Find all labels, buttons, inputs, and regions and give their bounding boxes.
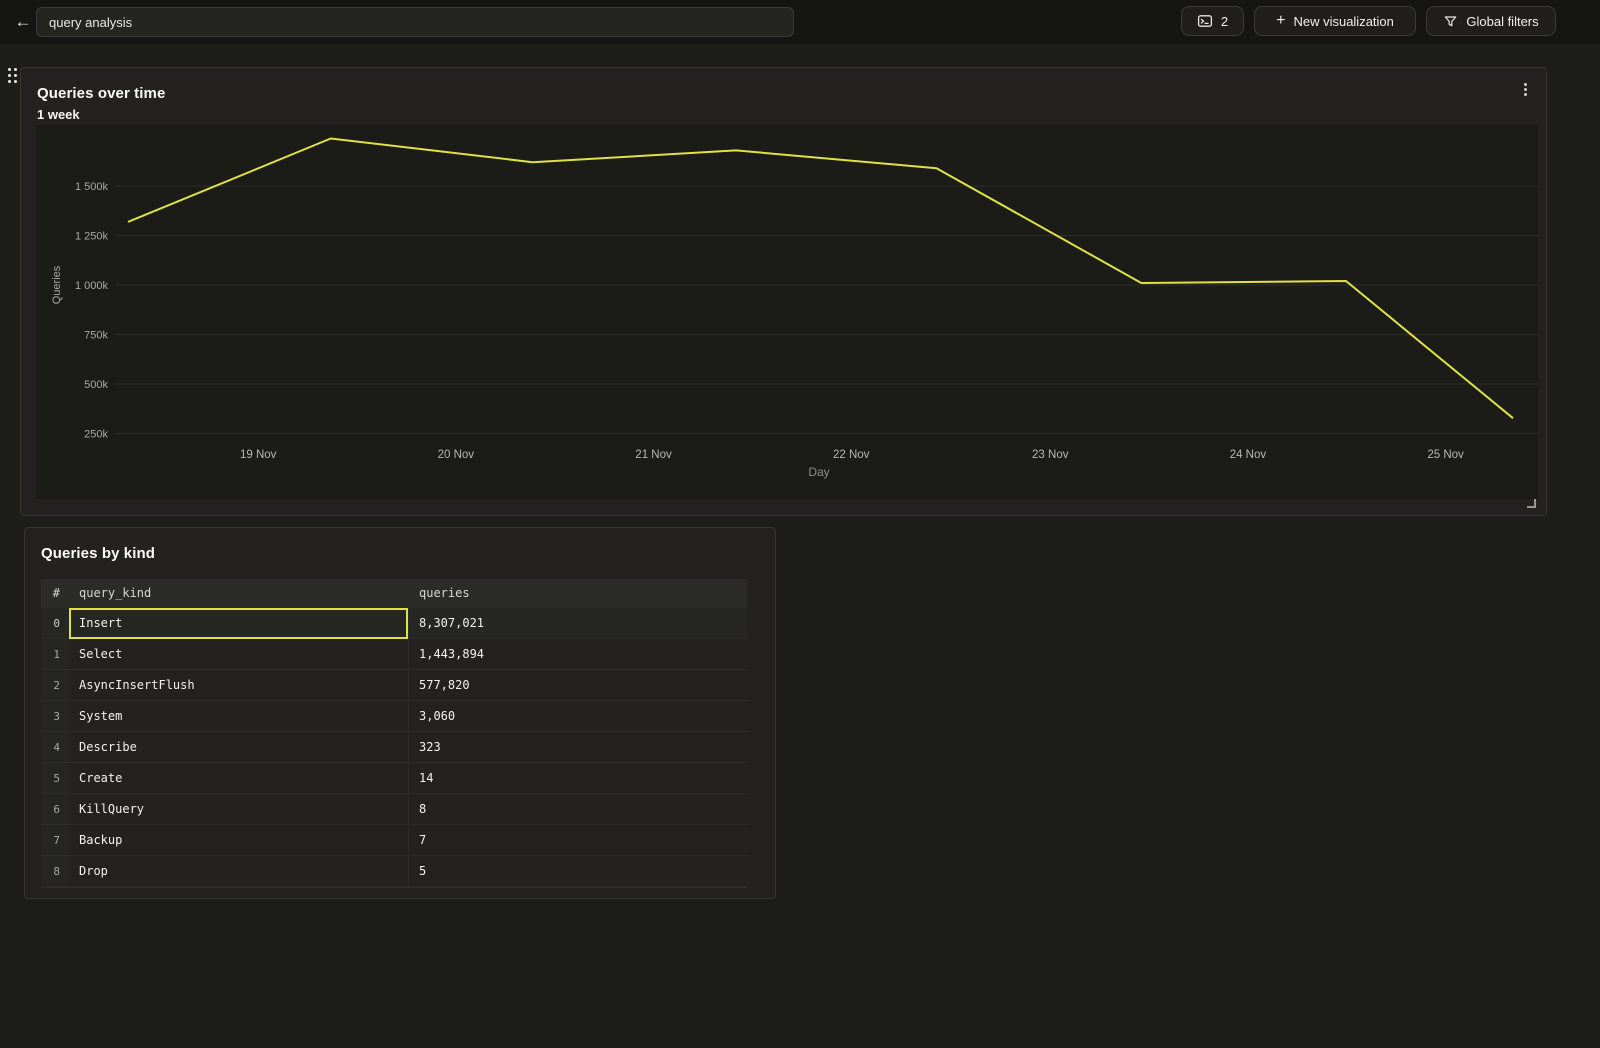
x-tick-label: 22 Nov [833,449,870,461]
column-header-kind[interactable]: query_kind [69,579,408,608]
new-visualization-label: New visualization [1293,13,1394,29]
top-bar: ← 2 + New visualization Global filters [0,0,1600,44]
back-button[interactable]: ← [10,7,36,37]
y-tick-label: 1 500k [75,181,109,193]
dashboard-canvas: Queries over time 1 week 1 500k 1 250k 1 0… [0,44,1600,1048]
queries-cell[interactable]: 577,820 [408,670,747,701]
table-row[interactable]: 7 Backup 7 [41,825,747,856]
line-chart-plot[interactable]: 1 500k 1 250k 1 000k 750k 500k 250k 19 Nov 20 N… [36,125,1538,499]
row-index-cell[interactable]: 5 [41,763,69,794]
row-index-cell[interactable]: 6 [41,794,69,825]
query-kind-cell[interactable]: Select [69,639,408,670]
new-visualization-button[interactable]: + New visualization [1254,6,1416,36]
chart-subtitle: 1 week [37,107,80,122]
query-kind-cell[interactable]: System [69,701,408,732]
query-kind-cell[interactable]: KillQuery [69,794,408,825]
back-arrow-icon: ← [14,12,32,31]
global-filters-label: Global filters [1466,13,1539,29]
row-index-cell[interactable]: 0 [41,608,69,639]
queries-cell[interactable]: 5 [408,856,747,887]
x-tick-label: 19 Nov [240,449,277,461]
queries-cell[interactable]: 8 [408,794,747,825]
column-header-queries[interactable]: queries [408,579,747,608]
panel-drag-handle-icon[interactable] [8,68,17,83]
chart-menu-kebab-icon[interactable] [1518,80,1532,98]
row-index-cell[interactable]: 4 [41,732,69,763]
console-icon [1197,13,1213,29]
row-index-cell[interactable]: 3 [41,701,69,732]
table-row[interactable]: 1 Select 1,443,894 [41,639,747,670]
x-tick-label: 24 Nov [1230,449,1267,461]
queries-cell[interactable]: 1,443,894 [408,639,747,670]
plus-icon: + [1276,11,1286,29]
query-kind-cell[interactable]: Drop [69,856,408,887]
queries-line-chart: 1 500k 1 250k 1 000k 750k 500k 250k 19 Nov 20 N… [51,137,1538,479]
table-row[interactable]: 6 KillQuery 8 [41,794,747,825]
query-kind-cell[interactable]: Describe [69,732,408,763]
y-tick-label: 1 250k [75,231,109,243]
y-axis-title: Queries [51,265,63,304]
query-kind-cell[interactable]: Backup [69,825,408,856]
console-count: 2 [1220,13,1229,29]
x-tick-label: 25 Nov [1427,449,1464,461]
global-filters-button[interactable]: Global filters [1426,6,1556,36]
queries-cell[interactable]: 14 [408,763,747,794]
table-title: Queries by kind [41,545,156,562]
queries-cell[interactable]: 8,307,021 [408,608,747,639]
table-body: 0 Insert 8,307,021 1 Select 1,443,894 2 AsyncIn… [41,608,747,887]
row-index-cell[interactable]: 8 [41,856,69,887]
x-tick-label: 21 Nov [635,449,672,461]
table-row[interactable]: 0 Insert 8,307,021 [41,608,747,639]
table-row[interactable]: 3 System 3,060 [41,701,747,732]
queries-cell[interactable]: 3,060 [408,701,747,732]
x-axis-title: Day [808,465,829,479]
queries-over-time-panel: Queries over time 1 week 1 500k 1 250k 1 0… [20,67,1547,516]
queries-by-kind-table: # query_kind queries 0 Insert 8,307,021 1 Se… [41,579,747,888]
queries-cell[interactable]: 7 [408,825,747,856]
query-kind-cell[interactable]: Create [69,763,408,794]
table-row[interactable]: 4 Describe 323 [41,732,747,763]
row-index-cell[interactable]: 1 [41,639,69,670]
queries-by-kind-panel: Queries by kind # query_kind queries 0 In… [24,527,776,899]
y-tick-label: 250k [84,429,108,441]
row-index-cell[interactable]: 2 [41,670,69,701]
chart-title: Queries over time [37,85,166,102]
queries-cell[interactable]: 323 [408,732,747,763]
x-tick-label: 20 Nov [438,449,475,461]
query-kind-cell[interactable]: Insert [69,608,408,639]
table-row[interactable]: 5 Create 14 [41,763,747,794]
queries-series-line [127,137,1514,419]
panel-resize-handle[interactable] [1527,499,1536,508]
dashboard-title-input[interactable] [36,7,794,37]
table-row[interactable]: 2 AsyncInsertFlush 577,820 [41,670,747,701]
table-row[interactable]: 8 Drop 5 [41,856,747,887]
column-header-index[interactable]: # [41,579,69,608]
table-header-row: # query_kind queries [41,579,747,608]
query-kind-cell[interactable]: AsyncInsertFlush [69,670,408,701]
table-panel-header: Queries by kind [25,528,775,564]
sql-console-button[interactable]: 2 [1181,6,1244,36]
y-tick-label: 500k [84,379,108,391]
row-index-cell[interactable]: 7 [41,825,69,856]
x-tick-label: 23 Nov [1032,449,1069,461]
y-tick-label: 750k [84,330,108,342]
funnel-icon [1443,14,1458,29]
chart-panel-header: Queries over time 1 week [21,68,1546,123]
y-tick-label: 1 000k [75,280,109,292]
